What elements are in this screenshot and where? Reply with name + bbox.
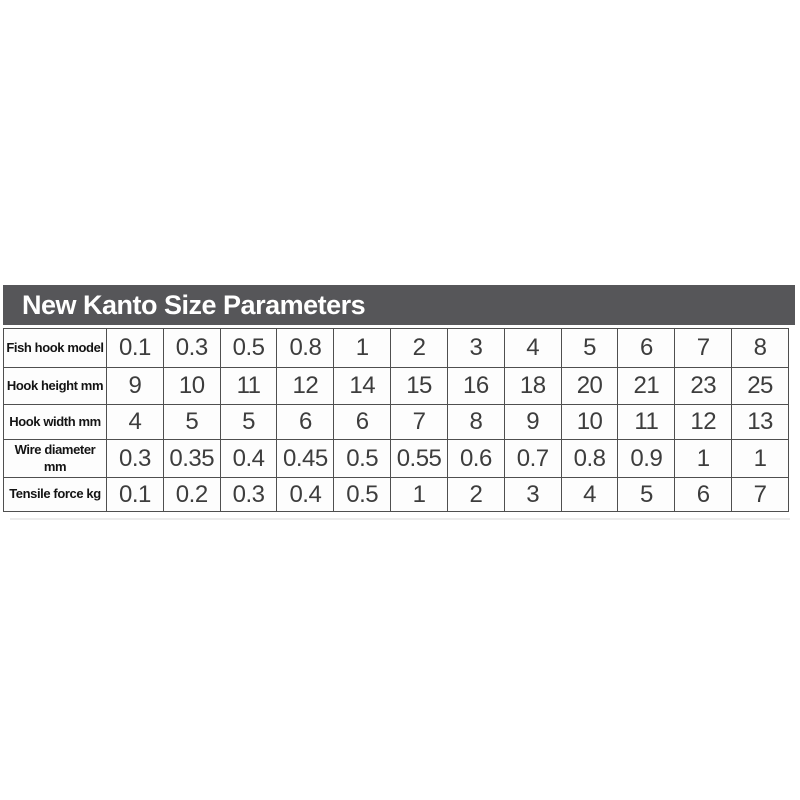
- table-cell: 4: [106, 404, 164, 440]
- table-cell: 15: [390, 367, 448, 405]
- table-cell: 25: [731, 367, 789, 405]
- table-cell: 16: [446, 367, 505, 405]
- table-cell: 6: [333, 404, 392, 440]
- table-cell: 0.8: [560, 439, 619, 478]
- table-cell: 5: [617, 477, 676, 512]
- size-table-body: Fish hook model 0.1 0.3 0.5 0.8 1 2 3 4 5 6 7 8 Hook …: [3, 328, 789, 512]
- row-label: Wire diameter mm: [3, 439, 107, 478]
- size-parameters-table: Fish hook model 0.1 0.3 0.5 0.8 1 2 3 4 5 6 7 8 Hook …: [3, 328, 789, 512]
- table-cell: 0.7: [503, 439, 562, 478]
- table-cell: 0.5: [333, 477, 392, 512]
- table-cell: 21: [617, 367, 676, 405]
- table-cell: 1: [390, 477, 448, 512]
- table-cell: 0.6: [446, 439, 505, 478]
- table-cell: 1: [674, 439, 733, 478]
- table-cell: 5: [219, 404, 278, 440]
- table-cell: 3: [446, 328, 505, 368]
- table-shadow-line: [10, 518, 790, 520]
- table-cell: 2: [446, 477, 505, 512]
- table-cell: 10: [560, 404, 619, 440]
- table-cell: 11: [219, 367, 278, 405]
- table-cell: 0.5: [219, 328, 278, 368]
- table-cell: 0.9: [617, 439, 676, 478]
- table-cell: 7: [390, 404, 448, 440]
- table-cell: 14: [333, 367, 392, 405]
- table-cell: 6: [617, 328, 676, 368]
- table-cell: 0.3: [162, 328, 221, 368]
- table-cell: 0.35: [162, 439, 221, 478]
- table-cell: 0.5: [333, 439, 392, 478]
- table-cell: 12: [674, 404, 733, 440]
- table-cell: 10: [162, 367, 221, 405]
- table-cell: 0.8: [276, 328, 335, 368]
- table-cell: 0.1: [106, 477, 164, 512]
- table-cell: 5: [560, 328, 619, 368]
- table-cell: 8: [731, 328, 789, 368]
- table-row: Tensile force kg 0.1 0.2 0.3 0.4 0.5 1 2 3 4 5 6 7: [3, 477, 789, 512]
- table-cell: 0.3: [219, 477, 278, 512]
- table-cell: 6: [674, 477, 733, 512]
- table-cell: 18: [503, 367, 562, 405]
- table-cell: 0.2: [162, 477, 221, 512]
- table-row: Hook width mm 4 5 5 6 6 7 8 9 10 11 12 13: [3, 404, 789, 440]
- table-cell: 3: [503, 477, 562, 512]
- table-cell: 8: [446, 404, 505, 440]
- table-cell: 9: [106, 367, 164, 405]
- table-cell: 4: [560, 477, 619, 512]
- table-cell: 0.1: [106, 328, 164, 368]
- table-row: Fish hook model 0.1 0.3 0.5 0.8 1 2 3 4 5 6 7 8: [3, 328, 789, 368]
- table-cell: 1: [731, 439, 789, 478]
- table-cell: 2: [390, 328, 448, 368]
- table-cell: 0.55: [390, 439, 448, 478]
- table-cell: 7: [731, 477, 789, 512]
- table-cell: 7: [674, 328, 733, 368]
- row-label: Tensile force kg: [3, 477, 107, 512]
- table-cell: 12: [276, 367, 335, 405]
- table-cell: 1: [333, 328, 392, 368]
- table-cell: 0.4: [219, 439, 278, 478]
- table-cell: 4: [503, 328, 562, 368]
- table-cell: 0.4: [276, 477, 335, 512]
- table-row: Hook height mm 9 10 11 12 14 15 16 18 20 21 23 25: [3, 367, 789, 405]
- table-cell: 11: [617, 404, 676, 440]
- table-cell: 20: [560, 367, 619, 405]
- table-cell: 5: [162, 404, 221, 440]
- table-cell: 9: [503, 404, 562, 440]
- table-cell: 6: [276, 404, 335, 440]
- table-cell: 23: [674, 367, 733, 405]
- table-cell: 0.45: [276, 439, 335, 478]
- table-cell: 13: [731, 404, 789, 440]
- row-label: Fish hook model: [3, 328, 107, 368]
- row-label: Hook height mm: [3, 367, 107, 405]
- table-cell: 0.3: [106, 439, 164, 478]
- table-title: New Kanto Size Parameters: [22, 289, 366, 320]
- table-title-bar: New Kanto Size Parameters: [3, 285, 795, 325]
- row-label: Hook width mm: [3, 404, 107, 440]
- table-row: Wire diameter mm 0.3 0.35 0.4 0.45 0.5 0.55 0.6…: [3, 439, 789, 478]
